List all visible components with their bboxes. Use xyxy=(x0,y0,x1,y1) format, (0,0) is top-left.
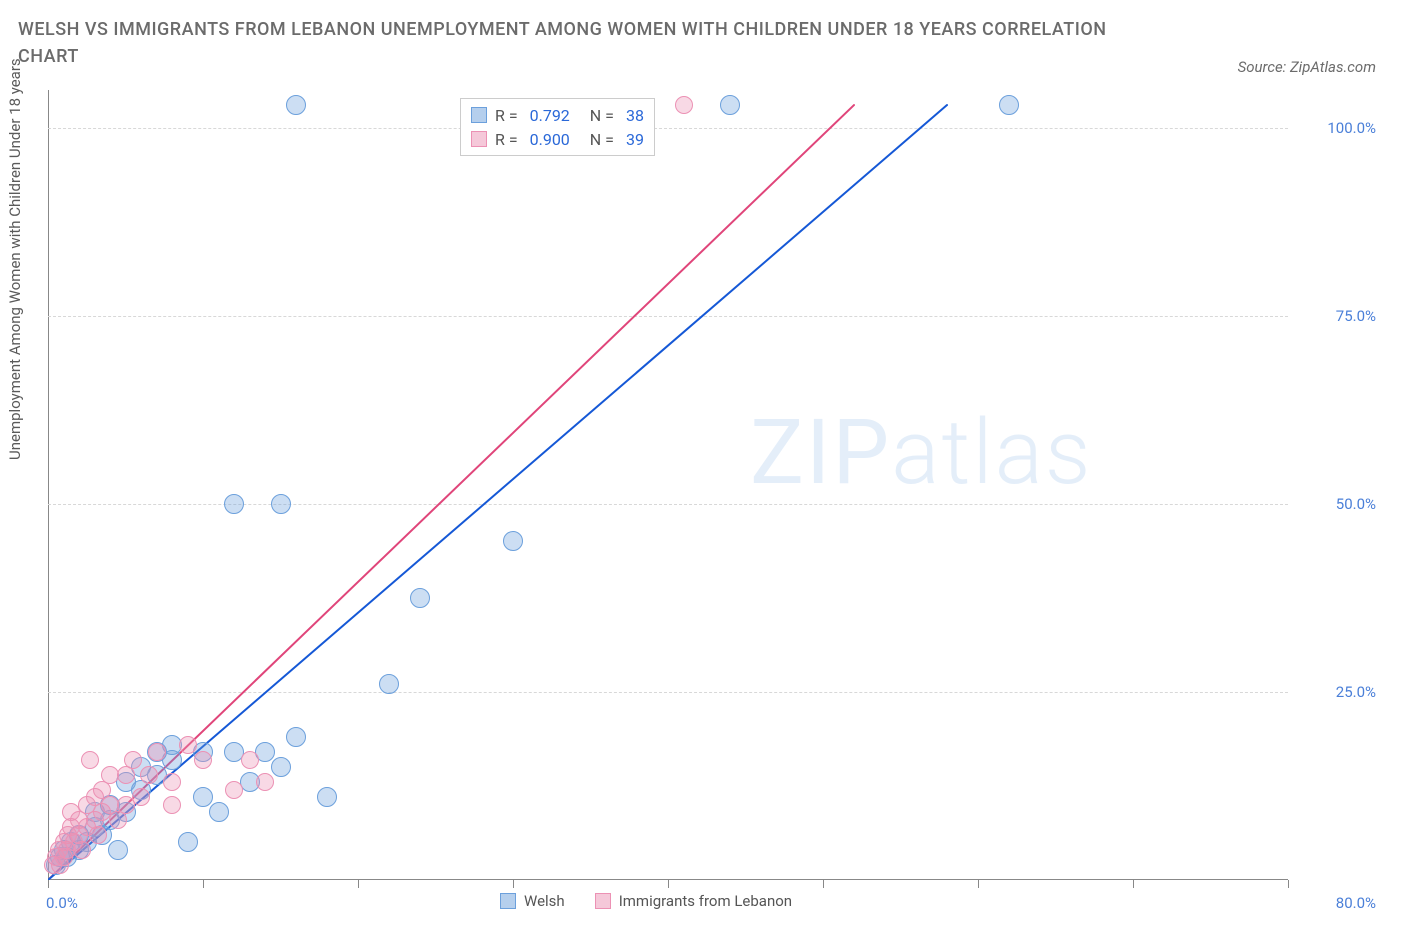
correlation-legend: R = 0.792 N = 38 R = 0.900 N = 39 xyxy=(460,98,655,156)
x-tick xyxy=(358,880,359,888)
data-point xyxy=(179,736,197,754)
gridline xyxy=(48,128,1288,129)
x-tick xyxy=(203,880,204,888)
data-point xyxy=(286,95,306,115)
legend-item-lebanon: Immigrants from Lebanon xyxy=(595,892,792,910)
data-point xyxy=(286,727,306,747)
x-tick xyxy=(513,880,514,888)
x-axis-min-label: 0.0% xyxy=(46,894,78,912)
data-point xyxy=(720,95,740,115)
source-attribution: Source: ZipAtlas.com xyxy=(1238,58,1376,76)
x-tick xyxy=(668,880,669,888)
data-point xyxy=(178,832,198,852)
y-tick-label: 25.0% xyxy=(1336,683,1376,701)
x-tick xyxy=(823,880,824,888)
swatch-icon xyxy=(471,107,487,123)
gridline xyxy=(48,316,1288,317)
data-point xyxy=(224,494,244,514)
legend-item-welsh: Welsh xyxy=(500,892,565,910)
swatch-icon xyxy=(471,131,487,147)
gridline xyxy=(48,692,1288,693)
data-point xyxy=(124,751,142,769)
x-tick xyxy=(48,880,49,888)
series-legend: Welsh Immigrants from Lebanon xyxy=(500,892,792,910)
swatch-icon xyxy=(595,893,611,909)
data-point xyxy=(89,826,107,844)
data-point xyxy=(241,751,259,769)
data-point xyxy=(410,588,430,608)
data-point xyxy=(73,841,91,859)
data-point xyxy=(163,796,181,814)
x-axis-max-label: 80.0% xyxy=(1336,894,1376,912)
data-point xyxy=(140,766,158,784)
x-tick xyxy=(978,880,979,888)
data-point xyxy=(81,751,99,769)
swatch-icon xyxy=(500,893,516,909)
data-point xyxy=(194,751,212,769)
data-point xyxy=(148,743,166,761)
data-point xyxy=(271,494,291,514)
data-point xyxy=(225,781,243,799)
x-tick xyxy=(1288,880,1289,888)
data-point xyxy=(675,96,693,114)
data-point xyxy=(271,757,291,777)
legend-row-welsh: R = 0.792 N = 38 xyxy=(471,103,644,127)
y-tick-label: 75.0% xyxy=(1336,307,1376,325)
chart-title: WELSH VS IMMIGRANTS FROM LEBANON UNEMPLO… xyxy=(18,16,1118,70)
data-point xyxy=(209,802,229,822)
y-tick-label: 100.0% xyxy=(1327,119,1376,137)
y-axis-label: Unemployment Among Women with Children U… xyxy=(6,58,24,460)
y-tick-label: 50.0% xyxy=(1336,495,1376,513)
legend-row-lebanon: R = 0.900 N = 39 xyxy=(471,127,644,151)
data-point xyxy=(108,840,128,860)
data-point xyxy=(999,95,1019,115)
x-tick xyxy=(1133,880,1134,888)
